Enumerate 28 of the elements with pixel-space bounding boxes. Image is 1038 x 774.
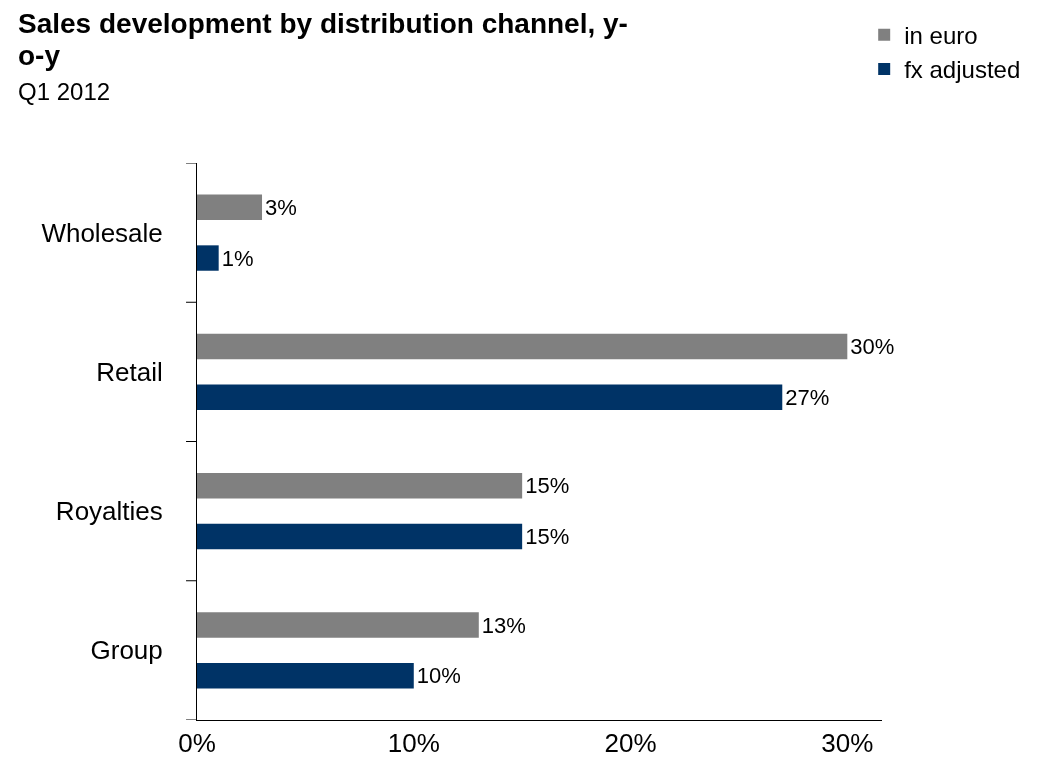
y-tick-label: Wholesale (41, 217, 163, 248)
bar (197, 473, 523, 499)
data-label: 15% (525, 473, 570, 499)
data-label: 3% (265, 194, 297, 220)
x-tick-label: 0% (178, 728, 216, 759)
data-label: 27% (785, 384, 830, 410)
bar (197, 523, 523, 550)
bar (197, 384, 783, 410)
x-tick-label: 20% (604, 728, 657, 759)
legend-label: fx adjusted (904, 56, 1021, 84)
y-tick-label: Group (90, 635, 163, 666)
y-tick-label: Retail (96, 356, 163, 387)
bar (197, 194, 263, 220)
y-tick-label: Royalties (55, 496, 163, 527)
bar (197, 333, 848, 360)
chart-subtitle: Q1 2012 (18, 78, 111, 106)
bar (197, 663, 414, 689)
data-label: 10% (416, 663, 461, 689)
data-label: 13% (481, 612, 526, 638)
legend-label: in euro (904, 22, 978, 50)
chart-title: Sales development by distribution channel, y-o-y (18, 8, 628, 72)
bar (197, 612, 479, 638)
data-label: 30% (850, 334, 895, 360)
x-tick-label: 10% (387, 728, 440, 759)
data-label: 15% (525, 524, 570, 550)
data-label: 1% (221, 245, 254, 271)
x-tick-label: 30% (821, 728, 874, 759)
bar (197, 245, 219, 271)
